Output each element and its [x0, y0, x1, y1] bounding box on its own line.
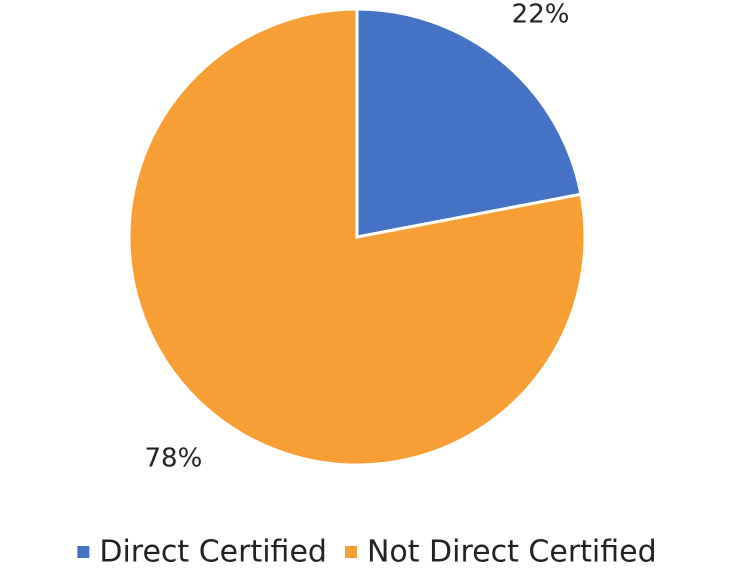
data-label: 78%	[145, 443, 203, 473]
legend-label: Direct Certified	[99, 535, 327, 570]
legend-swatch	[344, 546, 357, 558]
pie-slice	[127, 7, 587, 467]
legend-swatch	[77, 546, 90, 558]
data-label: 22%	[512, 0, 570, 30]
legend-label: Not Direct Certified	[367, 535, 657, 570]
pie-slice	[355, 7, 583, 239]
